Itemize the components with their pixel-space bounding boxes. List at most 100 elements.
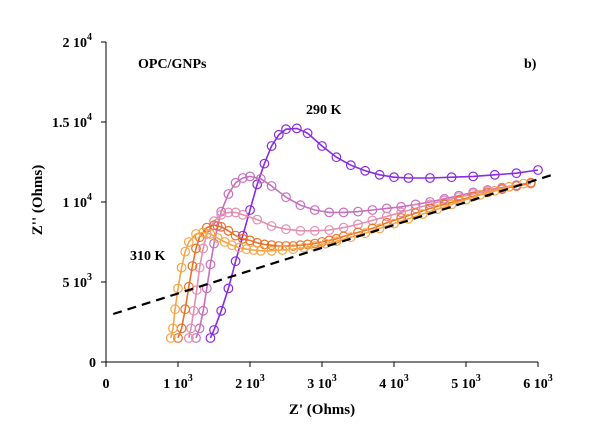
data-point <box>446 199 457 210</box>
data-point <box>475 189 486 200</box>
series-layer <box>165 123 543 343</box>
data-point <box>259 158 270 169</box>
data-point <box>295 200 306 211</box>
data-point <box>241 244 252 255</box>
data-point <box>205 229 216 239</box>
data-point <box>489 169 500 180</box>
data-point <box>255 173 266 184</box>
data-point <box>299 242 309 253</box>
x-tick-exponent: 3 <box>332 373 337 384</box>
y-tick-exponent: 4 <box>87 192 92 203</box>
data-point <box>338 207 349 218</box>
data-point <box>227 240 237 251</box>
data-point <box>209 220 219 231</box>
data-point <box>425 197 435 207</box>
data-point <box>230 177 241 188</box>
x-tick-exponent: 3 <box>260 373 265 384</box>
data-point <box>446 172 457 183</box>
data-point <box>266 181 277 191</box>
data-point <box>191 229 201 239</box>
trend-layer <box>112 173 553 316</box>
data-point <box>281 192 291 203</box>
data-point <box>198 227 209 238</box>
data-point <box>187 261 198 271</box>
data-point <box>266 141 277 151</box>
data-point <box>360 228 371 239</box>
data-point <box>205 259 216 270</box>
y-tick-label: 1.5 104 <box>52 112 92 131</box>
data-point <box>230 207 241 218</box>
data-point <box>173 333 183 343</box>
y-tick-exponent: 3 <box>87 272 92 283</box>
data-point <box>266 245 277 256</box>
data-point <box>234 242 245 253</box>
data-point <box>468 171 479 182</box>
data-point <box>191 333 201 343</box>
data-point <box>367 215 378 226</box>
data-point <box>518 178 529 189</box>
series-line-4 <box>170 182 524 339</box>
data-point <box>252 214 263 225</box>
data-point <box>223 207 234 218</box>
panel-label: b) <box>524 57 537 72</box>
series-line-1 <box>195 175 531 339</box>
data-point <box>212 233 223 243</box>
data-point <box>216 206 227 217</box>
x-tick-label: 6 103 <box>523 373 553 392</box>
data-point <box>403 173 414 183</box>
data-point <box>198 243 209 254</box>
data-point <box>216 221 227 232</box>
data-point <box>317 141 327 151</box>
trend-line <box>112 173 553 316</box>
series-line-2 <box>188 182 531 339</box>
data-point <box>281 224 291 235</box>
data-point <box>168 323 178 334</box>
data-point <box>255 245 266 256</box>
data-point <box>302 239 313 250</box>
y-tick-label: 0 <box>89 356 96 371</box>
data-point <box>223 283 234 294</box>
data-point <box>237 230 248 241</box>
y-tick-label: 1 104 <box>63 192 93 211</box>
y-tick-exponent: 4 <box>87 32 92 43</box>
sample-label: OPC/GNPs <box>138 57 207 72</box>
data-point <box>324 207 335 218</box>
y-tick-label: 2 104 <box>63 32 93 51</box>
data-point <box>468 189 479 199</box>
data-point <box>281 124 291 135</box>
data-point <box>216 305 227 316</box>
data-point <box>183 333 194 343</box>
data-point <box>266 221 277 231</box>
x-tick-exponent: 3 <box>548 373 553 384</box>
data-point <box>186 323 196 334</box>
data-point <box>396 207 407 218</box>
data-point <box>389 218 399 229</box>
data-point <box>237 209 248 220</box>
data-point <box>245 205 255 215</box>
x-tick-exponent: 3 <box>404 373 409 384</box>
data-point <box>461 194 471 205</box>
data-point <box>324 225 335 235</box>
data-point <box>205 333 216 343</box>
x-tick-label: 0 <box>103 377 110 392</box>
data-point <box>245 171 255 182</box>
data-point <box>353 219 363 230</box>
data-point <box>381 211 392 222</box>
data-point <box>417 209 428 219</box>
data-point <box>360 165 371 176</box>
data-point <box>194 262 205 273</box>
data-point <box>191 243 201 254</box>
data-point <box>425 173 435 183</box>
data-point <box>209 325 219 335</box>
data-point <box>176 262 187 273</box>
x-tick-exponent: 3 <box>188 373 193 384</box>
data-point <box>295 225 306 236</box>
data-point <box>245 235 255 246</box>
data-point <box>170 304 181 315</box>
data-point <box>331 152 342 163</box>
data-point <box>309 225 320 236</box>
data-point <box>237 233 248 244</box>
data-point <box>403 213 414 224</box>
x-tick-label: 5 103 <box>451 373 481 392</box>
